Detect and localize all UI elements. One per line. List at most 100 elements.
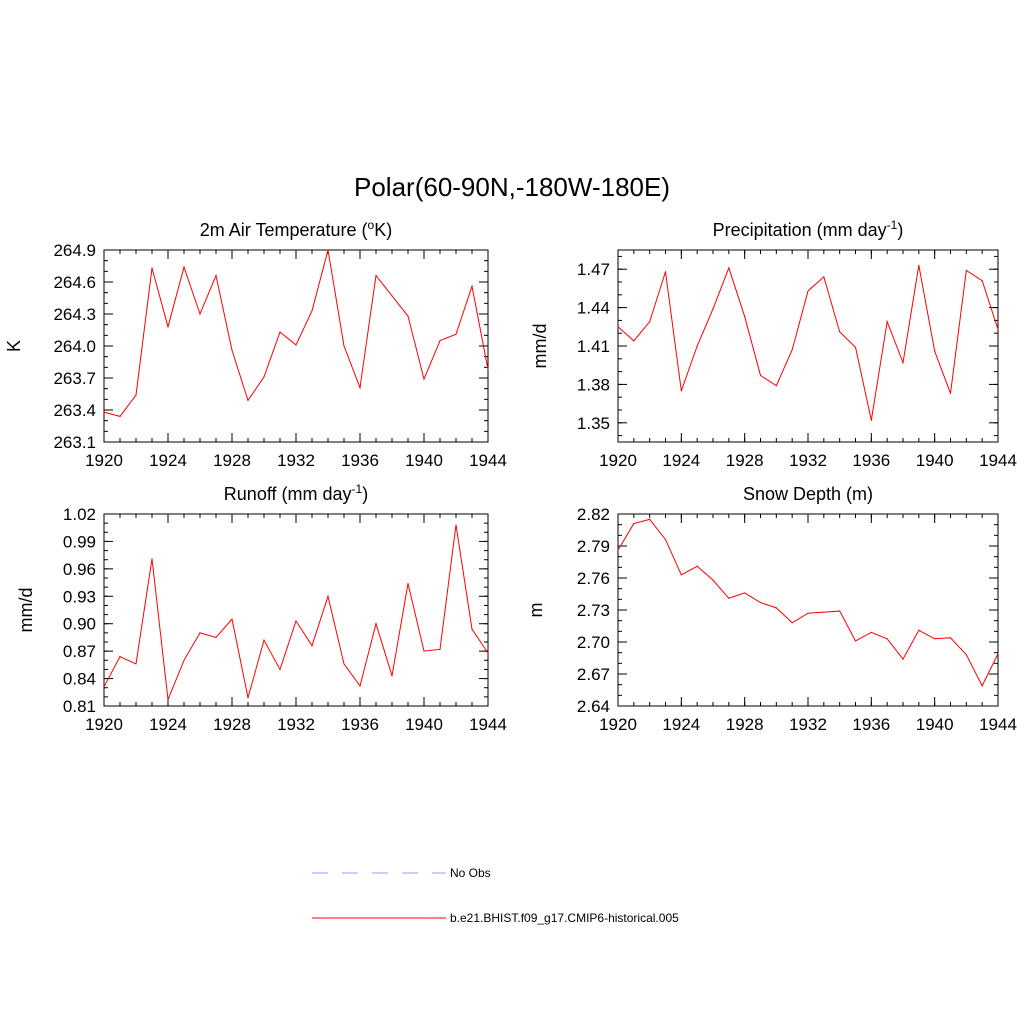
data-point — [854, 346, 857, 348]
data-point — [359, 387, 361, 389]
data-point — [231, 618, 233, 620]
data-point — [455, 333, 457, 335]
x-tick-label: 1944 — [469, 715, 507, 734]
y-tick-label: 0.93 — [63, 587, 96, 606]
panel-snow: Snow Depth (m) m 2.64 2.67 2.70 2.73 2.76 2.79 2… — [526, 484, 1017, 734]
x-tick-label: 1924 — [662, 715, 700, 734]
data-point — [263, 376, 265, 378]
x-tick-label: 1924 — [662, 451, 700, 470]
x-tick-label: 1920 — [85, 715, 123, 734]
data-point — [664, 271, 667, 273]
data-point — [649, 518, 651, 520]
data-point — [375, 275, 377, 277]
data-point — [295, 620, 297, 622]
data-point — [728, 267, 730, 269]
data-point — [135, 394, 137, 396]
data-point — [455, 524, 457, 526]
panel-title-superscript: -1 — [887, 218, 898, 232]
data-point — [949, 637, 952, 639]
x-tick-label: 1924 — [149, 451, 187, 470]
data-point — [934, 350, 936, 352]
data-point — [633, 340, 635, 342]
data-point — [902, 658, 904, 660]
data-point — [744, 592, 746, 594]
y-tick-label: 263.7 — [53, 369, 96, 388]
x-tick-label: 1932 — [789, 451, 827, 470]
data-point — [759, 374, 762, 377]
panel-title-superscript: -1 — [352, 482, 363, 496]
data-point — [680, 390, 682, 392]
data-point — [343, 663, 345, 665]
data-point — [981, 280, 983, 282]
y-tick-label: 263.4 — [53, 401, 96, 420]
figure-title: Polar(60-90N,-180W-180E) — [354, 172, 670, 202]
data-point — [231, 349, 233, 351]
panel-title: 2m Air Temperature (oK) — [200, 218, 392, 240]
x-tick-label: 1940 — [916, 451, 954, 470]
data-point — [886, 321, 888, 323]
data-point — [807, 612, 809, 614]
y-tick-label: 0.84 — [63, 670, 96, 689]
legend-label-no-obs: No Obs — [450, 866, 491, 880]
x-tick-label: 1932 — [277, 451, 315, 470]
data-point — [775, 385, 777, 387]
panel-title-main: Runoff (mm day — [224, 484, 352, 504]
y-tick-label: 0.87 — [63, 642, 96, 661]
data-point — [471, 628, 473, 630]
data-point — [359, 685, 361, 687]
data-point — [183, 266, 185, 268]
data-point — [119, 415, 121, 417]
x-tick-label: 1944 — [979, 715, 1017, 734]
panel-title-main: 2m Air Temperature ( — [200, 220, 368, 240]
data-point — [407, 582, 409, 585]
data-point — [391, 675, 393, 677]
data-point — [617, 326, 619, 328]
data-point — [151, 558, 153, 560]
data-point — [199, 632, 201, 634]
y-tick-label: 264.9 — [53, 241, 96, 260]
data-point — [839, 610, 841, 612]
y-axis-label: K — [4, 340, 24, 352]
y-tick-label: 264.3 — [53, 305, 96, 324]
panel-title-suffix: K) — [374, 220, 392, 240]
y-tick-label: 2.64 — [577, 697, 610, 716]
data-point — [487, 652, 489, 654]
y-tick-label: 1.41 — [577, 337, 610, 356]
data-point — [823, 611, 825, 613]
data-point — [423, 378, 425, 380]
y-tick-label: 0.96 — [63, 560, 96, 579]
data-point — [215, 636, 217, 639]
x-tick-label: 1932 — [277, 715, 315, 734]
panel-title-main: Precipitation (mm day — [713, 220, 887, 240]
y-tick-label: 2.82 — [577, 505, 610, 524]
legend: No Obs b.e21.BHIST.f09_g17.CMIP6-histori… — [312, 866, 679, 925]
data-point — [439, 648, 441, 650]
data-point — [103, 686, 105, 688]
data-point — [870, 631, 872, 634]
data-point — [775, 607, 777, 609]
data-point — [199, 313, 201, 315]
data-point — [167, 326, 169, 328]
data-point — [375, 623, 377, 625]
data-point — [870, 419, 872, 421]
x-tick-label: 1940 — [405, 451, 443, 470]
data-point — [965, 269, 967, 272]
data-point — [744, 315, 746, 318]
panel-title: Snow Depth (m) — [743, 484, 873, 504]
x-tick-label: 1944 — [979, 451, 1017, 470]
data-point — [247, 697, 249, 699]
data-point — [103, 411, 105, 413]
data-point — [934, 638, 936, 640]
panel-title-superscript: o — [368, 218, 375, 232]
data-point — [902, 362, 904, 364]
data-point — [949, 392, 952, 394]
x-tick-label: 1936 — [852, 451, 890, 470]
x-tick-label: 1940 — [405, 715, 443, 734]
data-point — [183, 659, 185, 661]
panel-title-main: Snow Depth (m) — [743, 484, 873, 504]
data-point — [854, 640, 857, 642]
x-tick-label: 1920 — [85, 451, 123, 470]
data-point — [327, 595, 329, 597]
data-point — [728, 597, 730, 599]
